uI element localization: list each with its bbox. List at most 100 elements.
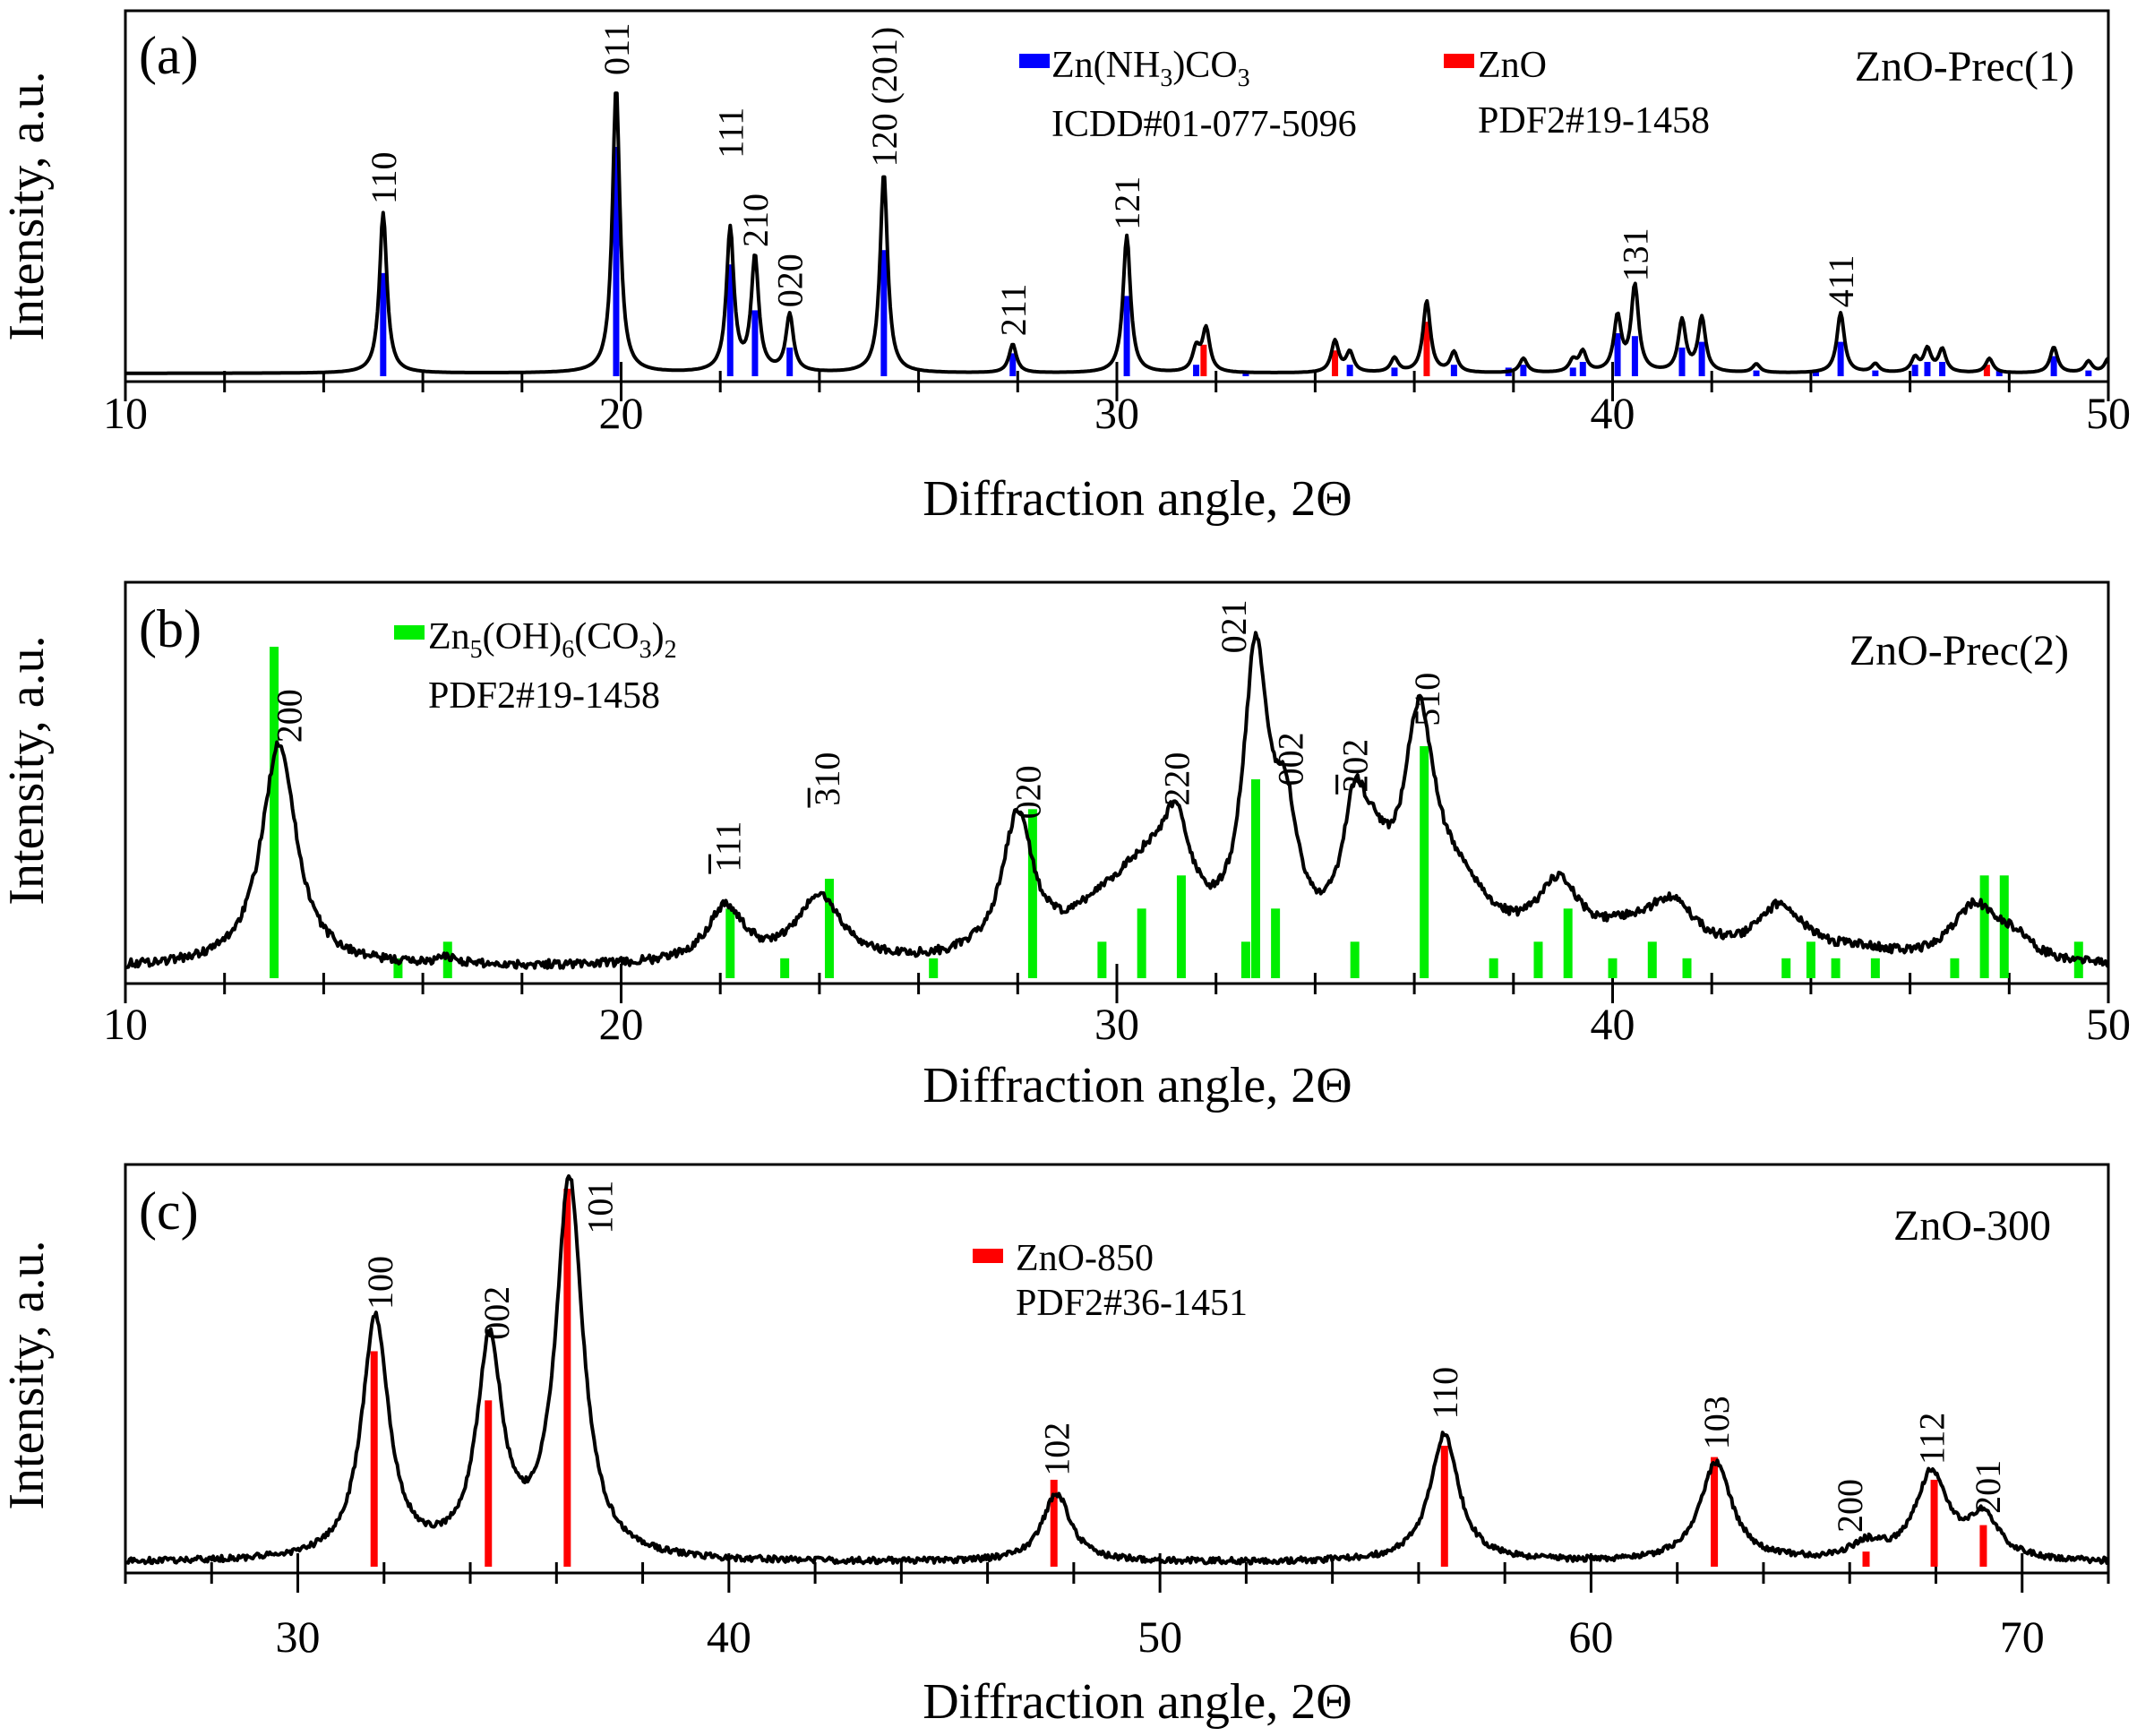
panel-b-ref-bar-zn5-oh-6-co3-2 xyxy=(1420,746,1429,978)
panel-a-ref-bar-zn-nh3-co3 xyxy=(1123,296,1130,376)
panel-a-legend-label-zno: ZnO xyxy=(1478,45,1547,86)
panel-a-peak-labels: 110 011 111 210 020 120 (201) 211 121 131 411 xyxy=(364,22,1861,336)
panel-c-y-axis-title: Intensity, a.u. xyxy=(0,1240,55,1509)
panel-c-peak-label: 102 xyxy=(1037,1422,1077,1476)
panel-c-peak-label: 002 xyxy=(476,1286,517,1340)
panel-c: Intensity, a.u. 30 40 50 60 70 1000021011021… xyxy=(0,1163,2110,1730)
panel-b-legend-swatch-hydrozincite xyxy=(394,625,425,640)
panel-a-ref-bar-zn-nh3-co3 xyxy=(1569,367,1576,376)
panel-a-peak-label: 111 xyxy=(710,107,751,159)
panel-a-ref-bar-zn-nh3-co3 xyxy=(1391,367,1398,376)
panel-c-legend-label-zno-850: ZnO-850 xyxy=(1016,1238,1154,1279)
panel-a-ref-bar-zno xyxy=(1200,344,1207,376)
panel-b-ref-bar-zn5-oh-6-co3-2 xyxy=(270,647,279,978)
panel-a-ref-bar-zno xyxy=(1332,350,1339,376)
panel-b-ref-bar-zn5-oh-6-co3-2 xyxy=(1240,941,1250,978)
panel-a-ref-bar-zn-nh3-co3 xyxy=(751,310,759,376)
panel-b-ref-bar-zn5-oh-6-co3-2 xyxy=(2073,941,2083,978)
panel-b-y-axis-title: Intensity, a.u. xyxy=(0,635,55,905)
panel-a-ref-bar-zn-nh3-co3 xyxy=(1346,365,1353,376)
panel-a-ref-bar-zn-nh3-co3 xyxy=(1193,365,1200,376)
panel-b-peak-label: 510 xyxy=(1407,673,1447,726)
panel-b-ref-bar-zn5-oh-6-co3-2 xyxy=(1682,958,1692,978)
panel-b-ref-bar-zn5-oh-6-co3-2 xyxy=(725,908,735,978)
panel-a-ref-bar-zn-nh3-co3 xyxy=(2085,370,2092,376)
panel-c-legend-subtitle-pdf2: PDF2#36-1451 xyxy=(1016,1283,1248,1324)
panel-b-peak-label: 021 xyxy=(1214,599,1254,653)
panel-b-x-tick-labels: 10 20 30 40 50 xyxy=(103,999,2131,1049)
panel-a-peak-label: 411 xyxy=(1821,255,1861,308)
panel-c-reference-bars xyxy=(370,1189,1987,1567)
panel-a-reference-bars xyxy=(380,147,2092,376)
panel-c-x-tick-label: 50 xyxy=(1137,1611,1182,1662)
panel-a-legend-swatch-zn-nh3-co3 xyxy=(1019,54,1050,68)
panel-c-x-tick-label: 60 xyxy=(1568,1611,1613,1662)
panel-a-peak-label: 011 xyxy=(596,22,637,75)
panel-b-ref-bar-zn5-oh-6-co3-2 xyxy=(1950,958,1960,978)
panel-b-legend: Zn5(OH)6(CO3)2 PDF2#19-1458 xyxy=(394,616,677,717)
panel-c-ref-bar-zno-850 xyxy=(370,1351,378,1567)
panel-a-plot-frame xyxy=(124,9,2110,383)
panel-a-ref-bar-zn-nh3-co3 xyxy=(380,272,387,376)
panel-b-peak-label: 220 xyxy=(1156,752,1197,806)
panel-c-ref-bar-zno-850 xyxy=(1979,1525,1987,1567)
panel-c-peak-labels: 100 002 101 102 110 103 200 112 201 xyxy=(360,1181,2008,1533)
panel-b-peak-label: 002 xyxy=(1271,732,1311,786)
panel-a-ref-bar-zn-nh3-co3 xyxy=(1753,370,1760,376)
panel-b-ref-bar-zn5-oh-6-co3-2 xyxy=(1806,941,1815,978)
panel-b-ref-bar-zn5-oh-6-co3-2 xyxy=(1870,958,1880,978)
panel-b-ref-bar-zn5-oh-6-co3-2 xyxy=(1176,875,1186,978)
panel-b-ref-bar-zn5-oh-6-co3-2 xyxy=(1350,941,1360,978)
panel-a-x-tick-labels: 10 20 30 40 50 xyxy=(103,388,2131,438)
panel-b-x-tick-label: 40 xyxy=(1591,999,1635,1049)
panel-a-ref-bar-zn-nh3-co3 xyxy=(1939,362,1946,376)
panel-c-plot-frame xyxy=(124,1163,2110,1575)
panel-b-ref-bar-zn5-oh-6-co3-2 xyxy=(442,941,452,978)
panel-a-ref-bar-zn-nh3-co3 xyxy=(1520,365,1527,376)
panel-c-x-tick-label: 30 xyxy=(276,1611,321,1662)
panel-b-ref-bar-zn5-oh-6-co3-2 xyxy=(1608,958,1618,978)
panel-b-ref-bar-zn5-oh-6-co3-2 xyxy=(824,879,834,978)
panel-c-peak-label: 103 xyxy=(1696,1396,1737,1449)
panel-b-x-tick-label: 50 xyxy=(2086,999,2131,1049)
panel-a-ref-bar-zn-nh3-co3 xyxy=(1995,370,2003,376)
panel-a-peak-label: 211 xyxy=(993,284,1034,337)
panel-b-sample-label: ZnO-Prec(2) xyxy=(1849,627,2069,675)
panel-c-pattern-line xyxy=(124,1173,2110,1566)
panel-a-x-axis-title: Diffraction angle, 2Θ xyxy=(923,471,1352,527)
panel-a-pattern-line xyxy=(124,91,2110,375)
panel-c-ref-bar-zno-850 xyxy=(1440,1445,1448,1567)
panel-b-peak-label: 020 xyxy=(1008,765,1048,819)
panel-a-x-tick-label: 10 xyxy=(103,388,148,438)
panel-a-ref-bar-zn-nh3-co3 xyxy=(1924,362,1931,376)
panel-b-ref-bar-zn5-oh-6-co3-2 xyxy=(1831,958,1841,978)
panel-c-x-tick-label: 70 xyxy=(2000,1611,2045,1662)
panel-b-legend-label-hydrozincite: Zn5(OH)6(CO3)2 xyxy=(428,616,677,664)
panel-c-peak-label: 100 xyxy=(360,1256,400,1310)
panel-a-legend-label-zn-nh3-co3: Zn(NH3)CO3 xyxy=(1051,45,1250,92)
panel-a-ref-bar-zn-nh3-co3 xyxy=(1837,341,1844,376)
panel-a-peak-label: 110 xyxy=(364,151,404,204)
panel-a-x-tick-label: 20 xyxy=(599,388,644,438)
panel-a: Intensity, a.u. 10 20 30 40 50 110 011 111 210 0… xyxy=(0,9,2131,527)
panel-c-x-axis-title: Diffraction angle, 2Θ xyxy=(923,1674,1352,1730)
panel-a-legend-subtitle-pdf2: PDF2#19-1458 xyxy=(1478,100,1710,142)
panel-b-ref-bar-zn5-oh-6-co3-2 xyxy=(1027,809,1037,978)
panel-a-x-tick-label: 50 xyxy=(2086,388,2131,438)
panel-a-x-tick-label: 40 xyxy=(1591,388,1635,438)
panel-b-ref-bar-zn5-oh-6-co3-2 xyxy=(929,958,939,978)
panel-c-ref-bar-zno-850 xyxy=(1050,1479,1058,1567)
panel-c-peak-label: 110 xyxy=(1425,1367,1465,1420)
panel-b-ref-bar-zn5-oh-6-co3-2 xyxy=(1250,779,1260,978)
panel-b-legend-subtitle-pdf2: PDF2#19-1458 xyxy=(428,675,660,717)
panel-b-ref-bar-zn5-oh-6-co3-2 xyxy=(1137,908,1146,978)
panel-a-ref-bar-zn-nh3-co3 xyxy=(1812,370,1819,376)
panel-b-peak-label: 202 xyxy=(1335,739,1376,793)
panel-b-ref-bar-zn5-oh-6-co3-2 xyxy=(1097,941,1107,978)
panel-a-ref-bar-zn-nh3-co3 xyxy=(1579,362,1586,376)
panel-b-pattern-line xyxy=(124,631,2110,970)
panel-a-legend-subtitle-icdd: ICDD#01-077-5096 xyxy=(1051,104,1357,145)
panel-a-ref-bar-zno xyxy=(1983,365,1990,376)
panel-b-ref-bar-zn5-oh-6-co3-2 xyxy=(1563,908,1573,978)
